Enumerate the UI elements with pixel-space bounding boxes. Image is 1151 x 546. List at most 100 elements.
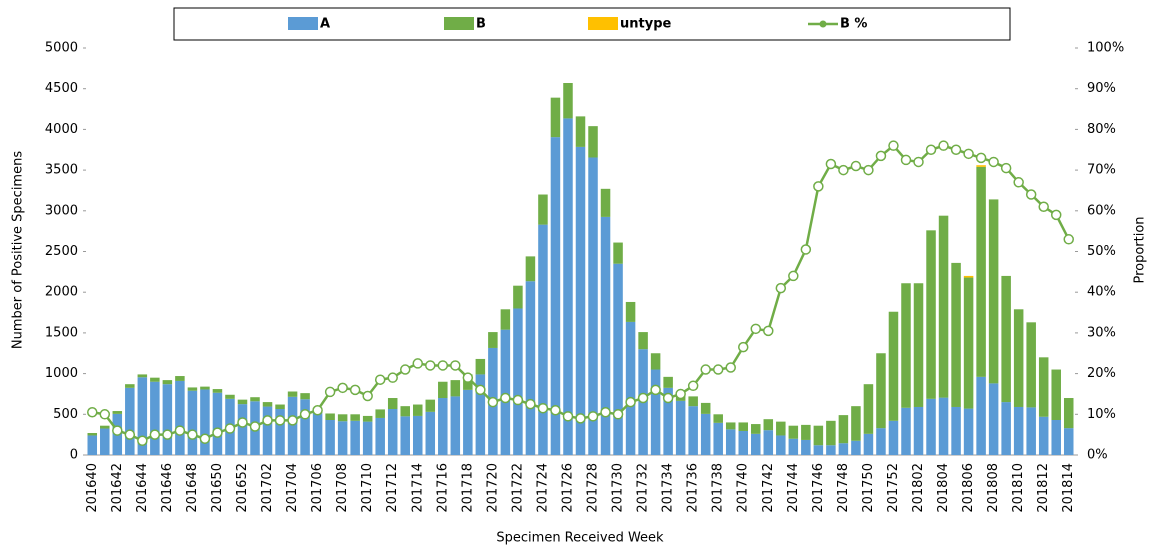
bar-segment [938,397,949,455]
bar-segment [212,389,223,393]
line-marker [900,154,912,166]
y-tick-label: 5000 [45,41,78,56]
line-marker [262,415,273,426]
bar-segment [450,396,461,455]
line-marker [988,156,999,168]
bar-segment [250,397,260,402]
y2-tick-label: 40% [1087,285,1116,300]
line-marker [1050,209,1062,221]
x-tick-label: 201808 [986,463,1001,513]
bar-segment [237,399,248,405]
x-tick-label: 201642 [110,463,125,513]
bar-segment [663,387,673,455]
line-marker [287,415,298,426]
line-marker [412,358,424,369]
bar-segment [625,321,636,455]
x-tick-label: 201738 [711,463,726,513]
line-marker [1025,189,1037,200]
y2-tick-label: 80% [1087,122,1116,137]
line-marker [625,396,636,408]
line-marker [349,384,361,396]
bar-segment [162,380,173,385]
line-marker [162,429,173,440]
x-tick-label: 201732 [636,463,651,513]
bar-segment [387,409,398,455]
line-marker [462,372,474,383]
bar-segment [826,420,836,446]
line-marker [187,429,198,440]
bar-segment [500,309,511,330]
line-marker [612,409,624,420]
bar-segment [926,398,936,455]
line-marker [775,282,787,294]
bar-segment [400,416,410,455]
y2-tick-label: 0% [1087,448,1108,463]
bar-segment [851,440,861,455]
bar-segment [913,406,924,455]
bar-segment [550,137,561,455]
x-axis-title: Specimen Received Week [496,531,664,546]
bar-segment [913,283,924,407]
bar-segment [500,329,511,455]
legend-swatch [288,17,318,30]
x-tick-label: 201730 [611,463,626,513]
y-tick-label: 0 [70,448,78,463]
x-tick-label: 201814 [1061,463,1076,513]
bar-segment [475,358,486,375]
x-tick-label: 201640 [85,463,100,513]
bar-segment [287,396,298,455]
bar-segment [575,116,586,147]
bar-segment [663,376,673,388]
line-marker [750,323,762,335]
bar-segment [838,443,849,455]
bar-segment [963,408,974,455]
line-marker [675,388,686,400]
bar-segment [776,435,786,455]
line-marker [112,425,123,436]
line-marker [575,413,586,424]
bar-segment [137,377,148,455]
bar-segment [150,381,160,455]
bar-segment [901,283,911,408]
line-marker [374,374,386,385]
line-marker [913,156,924,168]
bar-segment [951,406,961,455]
line-marker [425,360,436,371]
bar-segment [425,399,436,412]
bar-segment [387,398,398,410]
bar-segment [713,422,723,455]
bar-segment [275,404,285,410]
x-tick-label: 201716 [435,463,450,513]
line-marker [712,364,724,375]
bar-segment [200,389,210,455]
bar-segment [225,394,235,399]
x-tick-label: 201752 [886,463,901,513]
bar-segment [325,419,335,455]
x-tick-label: 201750 [861,463,876,513]
bar-segment [525,281,536,455]
bar-segment [826,445,836,455]
bar-segment [776,421,786,436]
x-tick-label: 201722 [510,463,525,513]
x-tick-label: 201650 [210,463,225,513]
bar-segment [763,419,774,431]
bar-segment [275,409,285,455]
x-tick-label: 201706 [310,463,325,513]
bar-segment [650,353,661,370]
line-marker [224,423,236,434]
x-tick-label: 201714 [410,463,425,513]
line-marker [174,425,186,436]
bar-segment [1001,402,1011,455]
bar-segment [1026,322,1036,408]
y2-axis-title: Proportion [1133,216,1148,283]
y2-tick-label: 50% [1087,244,1116,259]
legend-swatch [588,17,618,30]
line-marker [838,164,849,176]
line-marker [324,386,336,398]
bar-segment [1026,407,1036,455]
bar-segment [688,406,698,455]
x-tick-label: 201644 [135,463,150,513]
x-tick-label: 201646 [160,463,175,513]
bar-segment [838,415,849,444]
line-marker [450,360,461,371]
